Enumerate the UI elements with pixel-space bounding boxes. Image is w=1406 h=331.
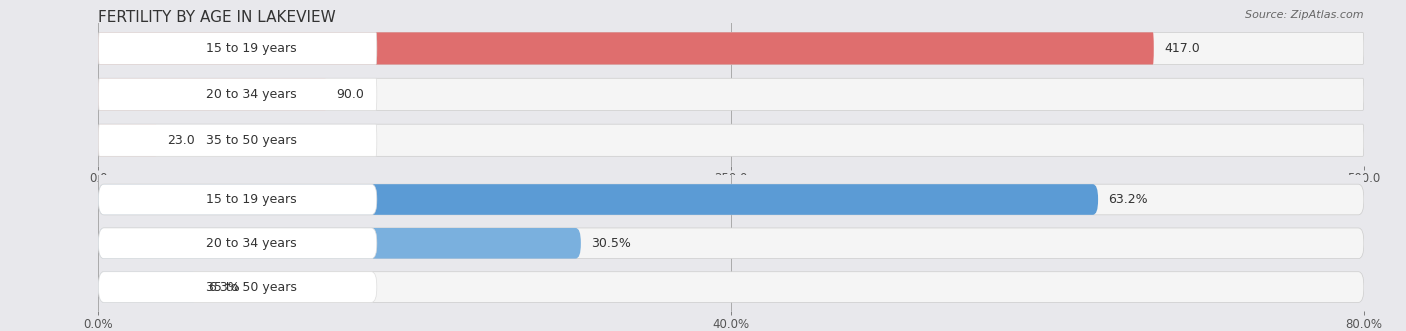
FancyBboxPatch shape bbox=[98, 228, 377, 259]
FancyBboxPatch shape bbox=[98, 78, 377, 111]
Text: 417.0: 417.0 bbox=[1164, 42, 1199, 55]
FancyBboxPatch shape bbox=[98, 272, 198, 303]
Text: FERTILITY BY AGE IN LAKEVIEW: FERTILITY BY AGE IN LAKEVIEW bbox=[98, 10, 336, 25]
Text: 20 to 34 years: 20 to 34 years bbox=[207, 237, 297, 250]
FancyBboxPatch shape bbox=[98, 228, 581, 259]
FancyBboxPatch shape bbox=[98, 184, 1364, 215]
FancyBboxPatch shape bbox=[98, 32, 377, 65]
FancyBboxPatch shape bbox=[98, 124, 156, 156]
FancyBboxPatch shape bbox=[98, 78, 326, 111]
Text: 20 to 34 years: 20 to 34 years bbox=[207, 88, 297, 101]
FancyBboxPatch shape bbox=[98, 228, 1364, 259]
FancyBboxPatch shape bbox=[98, 272, 1364, 303]
FancyBboxPatch shape bbox=[98, 184, 377, 215]
FancyBboxPatch shape bbox=[98, 32, 1364, 65]
Text: 6.3%: 6.3% bbox=[208, 281, 240, 294]
Text: 35 to 50 years: 35 to 50 years bbox=[207, 281, 297, 294]
FancyBboxPatch shape bbox=[98, 272, 377, 303]
Text: 63.2%: 63.2% bbox=[1108, 193, 1147, 206]
Text: 23.0: 23.0 bbox=[167, 134, 194, 147]
FancyBboxPatch shape bbox=[98, 124, 377, 156]
FancyBboxPatch shape bbox=[98, 78, 1364, 111]
Text: 15 to 19 years: 15 to 19 years bbox=[207, 42, 297, 55]
Text: Source: ZipAtlas.com: Source: ZipAtlas.com bbox=[1246, 10, 1364, 20]
FancyBboxPatch shape bbox=[98, 124, 1364, 156]
Text: 35 to 50 years: 35 to 50 years bbox=[207, 134, 297, 147]
FancyBboxPatch shape bbox=[98, 184, 1098, 215]
Text: 15 to 19 years: 15 to 19 years bbox=[207, 193, 297, 206]
FancyBboxPatch shape bbox=[98, 32, 1154, 65]
Text: 90.0: 90.0 bbox=[336, 88, 364, 101]
Text: 30.5%: 30.5% bbox=[591, 237, 631, 250]
